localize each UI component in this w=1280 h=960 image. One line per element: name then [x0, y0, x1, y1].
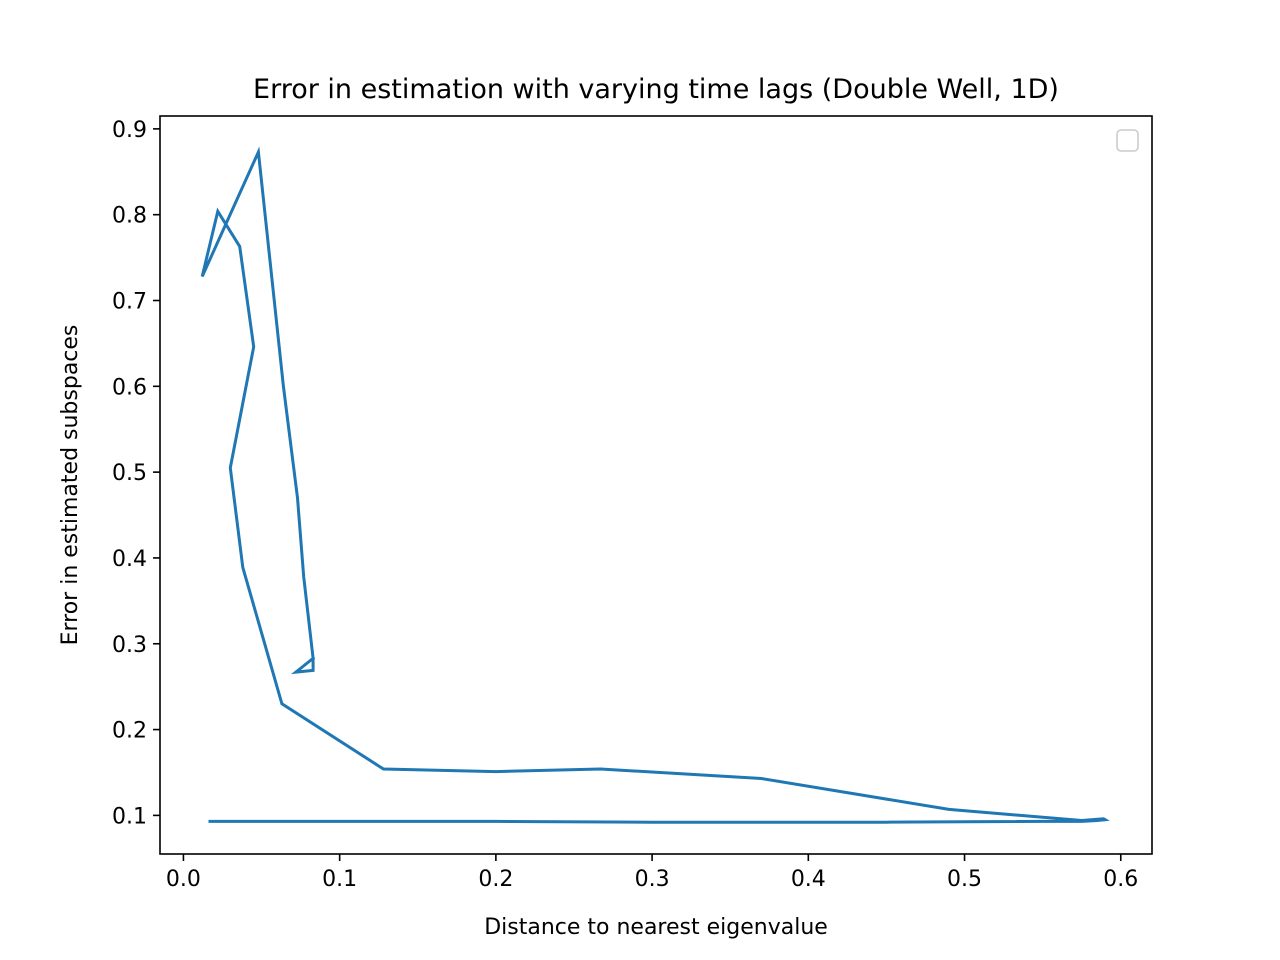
- chart-title: Error in estimation with varying time la…: [253, 74, 1059, 105]
- y-tick-label: 0.1: [112, 804, 147, 829]
- x-tick-label: 0.3: [635, 867, 670, 892]
- x-axis-label: Distance to nearest eigenvalue: [484, 915, 828, 940]
- series-line: [200, 146, 1110, 824]
- y-tick-label: 0.3: [112, 633, 147, 658]
- axes-ticks: 0.0 0.1 0.2 0.3 0.4 0.5 0.6 0.1 0.2 0.3 0.4 0.5 0.6 0…: [112, 118, 1138, 892]
- y-axis-label: Error in estimated subspaces: [58, 325, 83, 646]
- y-tick-label: 0.2: [112, 719, 147, 744]
- y-tick-label: 0.7: [112, 290, 147, 315]
- y-tick-label: 0.5: [112, 461, 147, 486]
- x-tick-label: 0.4: [791, 867, 826, 892]
- plot-frame: [159, 115, 1153, 855]
- y-tick-label: 0.4: [112, 547, 147, 572]
- y-tick-label: 0.9: [112, 118, 147, 143]
- plot-series: [200, 146, 1110, 824]
- x-tick-label: 0.1: [322, 867, 357, 892]
- x-tick-label: 0.5: [947, 867, 982, 892]
- legend-box: [1116, 129, 1139, 152]
- x-tick-label: 0.6: [1103, 867, 1138, 892]
- x-tick-label: 0.0: [166, 867, 201, 892]
- x-tick-label: 0.2: [478, 867, 513, 892]
- y-tick-label: 0.8: [112, 204, 147, 229]
- y-tick-label: 0.6: [112, 375, 147, 400]
